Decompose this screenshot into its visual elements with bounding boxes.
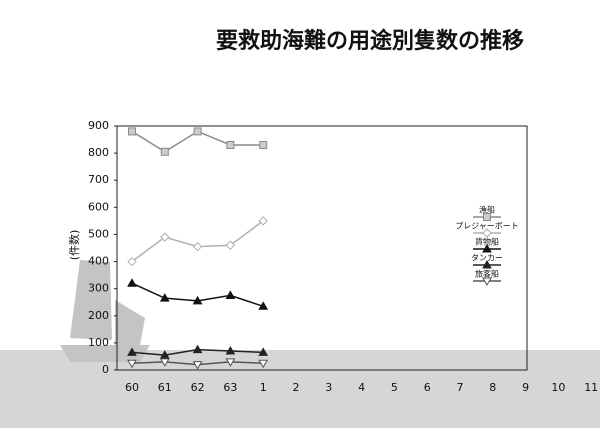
plot-frame [116,125,528,371]
y-tick-label: 800 [88,146,109,159]
x-tick-label: 5 [391,381,398,394]
data-point [193,127,202,136]
y-tick-label: 100 [88,336,109,349]
data-point [192,344,203,354]
data-point [192,241,203,252]
y-tick-label: 400 [88,255,109,268]
legend-label: タンカー [471,254,503,263]
legend-label: 漁船 [479,205,495,215]
data-point [127,359,137,369]
legend-label: プレジャーボート [455,222,519,231]
data-point [127,256,137,267]
x-tick-label: 9 [522,381,529,394]
x-tick-label: 8 [489,381,496,394]
data-point [127,278,137,287]
x-tick-label: 3 [325,381,332,394]
data-point [192,361,203,370]
data-point [258,216,268,226]
data-point [225,358,236,367]
sailboat [60,260,150,362]
x-tick-label: 62 [191,381,205,394]
x-tick-label: 60 [125,381,139,394]
x-tick-label: 10 [551,381,565,394]
data-point [159,293,170,302]
y-tick-label: 300 [88,282,109,295]
y-tick-label: 200 [88,309,109,322]
data-point [258,301,269,310]
data-point [225,240,236,250]
chart-title: 要救助海難の用途別隻数の推移 [216,28,524,54]
data-point [259,140,268,149]
x-tick-label: 1 [260,381,267,394]
x-tick-label: 6 [424,381,431,394]
y-tick-label: 900 [88,119,109,132]
data-point [160,147,169,156]
data-point [128,127,136,136]
y-tick-label: 700 [88,173,109,186]
x-tick-label: 63 [223,381,237,394]
legend-label: 旅客船 [475,269,499,279]
data-point [225,346,236,355]
legend-marker [483,213,491,221]
legend-marker [482,259,492,269]
data-point [226,140,235,149]
y-tick-label: 600 [88,200,109,213]
y-tick-label: 0 [102,363,109,376]
x-tick-label: 4 [358,381,365,394]
legend-marker [482,243,492,253]
legend-marker [482,277,492,287]
data-point [127,347,137,356]
data-point [160,232,170,242]
x-tick-label: 61 [158,381,172,394]
y-tick-label: 500 [88,227,109,240]
data-point [192,295,203,305]
sea-band [0,350,600,428]
data-point [159,350,170,359]
x-tick-label: 7 [457,381,464,394]
data-point [159,358,170,367]
data-point [258,359,269,369]
legend-marker [482,228,492,238]
legend-label: 貨物船 [475,237,499,247]
x-tick-label: 2 [293,381,300,394]
y-axis-label: (件数) [68,230,81,261]
series-line [131,220,264,263]
x-tick-label: 11 [584,381,598,394]
data-point [225,290,236,299]
data-point [258,347,269,356]
